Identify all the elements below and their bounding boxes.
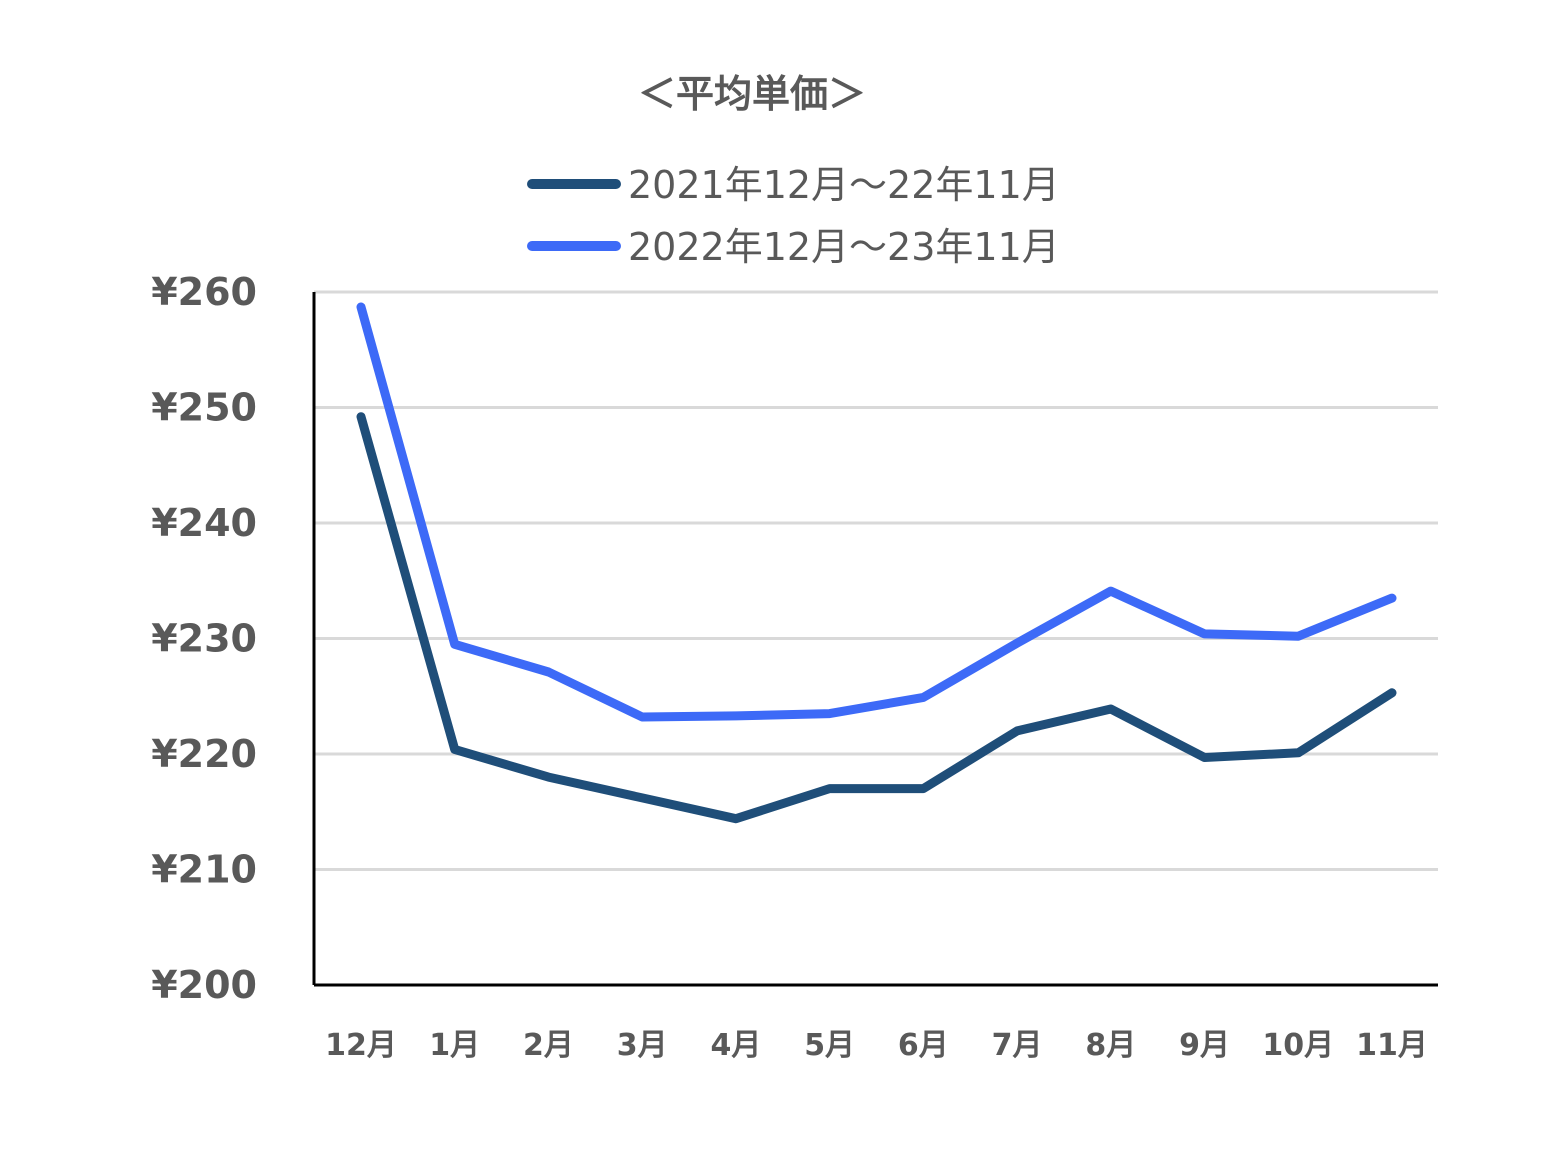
x-tick-label-12: 11月: [1356, 1028, 1428, 1063]
gridlines: [314, 290, 1438, 871]
x-tick-label-2: 1月: [429, 1028, 480, 1063]
x-tick-label-1: 12月: [325, 1028, 397, 1063]
x-tick-label-10: 9月: [1179, 1028, 1230, 1063]
legend: 2021年12月～22年11月 2022年12月～23年11月: [527, 163, 1060, 269]
y-tick-label-240: ¥240: [151, 501, 257, 545]
x-tick-label-6: 5月: [804, 1028, 855, 1063]
y-tick-label-220: ¥220: [151, 732, 257, 776]
x-tick-label-3: 2月: [523, 1028, 574, 1063]
y-tick-label-210: ¥210: [151, 848, 257, 892]
x-axis-tick-labels: 12月 1月 2月 3月 4月 5月 6月 7月 8月 9月 10月 11月: [325, 1028, 1428, 1063]
y-tick-label-250: ¥250: [151, 386, 257, 430]
x-tick-label-9: 8月: [1085, 1028, 1136, 1063]
y-tick-label-200: ¥200: [151, 963, 257, 1007]
series-line-1: [356, 412, 1397, 824]
axes: [312, 292, 1438, 987]
chart-title: ＜平均単価＞: [638, 72, 866, 116]
x-tick-label-4: 3月: [617, 1028, 668, 1063]
series-lines: [356, 302, 1397, 824]
x-tick-label-8: 7月: [992, 1028, 1043, 1063]
x-tick-label-11: 10月: [1262, 1028, 1334, 1063]
x-tick-label-7: 6月: [898, 1028, 949, 1063]
legend-label-1: 2021年12月～22年11月: [628, 163, 1060, 207]
legend-label-2: 2022年12月～23年11月: [628, 225, 1060, 269]
x-tick-label-5: 4月: [710, 1028, 761, 1063]
series-line-2: [356, 302, 1397, 722]
y-tick-label-230: ¥230: [151, 617, 257, 661]
y-tick-label-260: ¥260: [151, 270, 257, 314]
y-axis-tick-labels: ¥200 ¥210 ¥220 ¥230 ¥240 ¥250 ¥260: [151, 270, 257, 1007]
